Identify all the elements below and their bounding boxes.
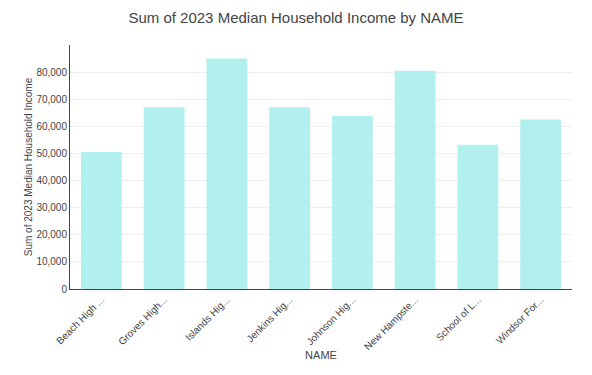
svg-text:Groves High...: Groves High...	[116, 294, 169, 347]
svg-text:School of L...: School of L...	[434, 294, 483, 343]
svg-text:30,000: 30,000	[36, 202, 67, 213]
svg-text:60,000: 60,000	[36, 121, 67, 132]
svg-text:50,000: 50,000	[36, 148, 67, 159]
svg-text:10,000: 10,000	[36, 256, 67, 267]
svg-text:Windsor For...: Windsor For...	[494, 294, 546, 346]
svg-text:Sum of 2023 Median Household I: Sum of 2023 Median Household Income by N…	[128, 9, 463, 26]
svg-text:70,000: 70,000	[36, 94, 67, 105]
svg-text:NAME: NAME	[305, 349, 337, 361]
svg-text:Johnson Hig...: Johnson Hig...	[304, 294, 357, 347]
svg-text:80,000: 80,000	[36, 67, 67, 78]
svg-text:New Hampste...: New Hampste...	[362, 294, 420, 352]
svg-text:Sum of 2023 Median Household I: Sum of 2023 Median Household Income	[23, 77, 34, 256]
svg-text:Islands Hig...: Islands Hig...	[183, 294, 232, 343]
svg-text:20,000: 20,000	[36, 229, 67, 240]
svg-text:Beach High ...: Beach High ...	[54, 294, 106, 346]
svg-text:40,000: 40,000	[36, 175, 67, 186]
svg-text:Jenkins Hig...: Jenkins Hig...	[244, 294, 294, 344]
svg-text:0: 0	[61, 284, 67, 295]
